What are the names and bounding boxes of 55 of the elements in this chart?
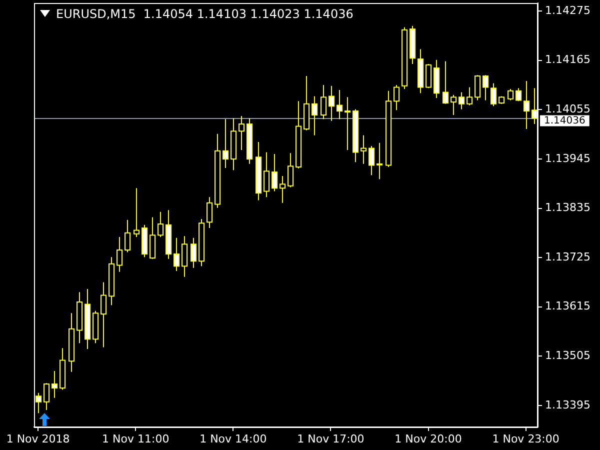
y-tick-label: 1.13725 xyxy=(545,250,590,264)
candlestick xyxy=(280,176,286,204)
candlestick xyxy=(134,188,140,238)
y-tick-label: 1.14055 xyxy=(545,102,590,116)
candlestick xyxy=(222,118,228,168)
candlestick xyxy=(100,282,106,348)
y-tick-label: 1.13945 xyxy=(545,152,590,165)
candlestick xyxy=(238,115,244,151)
y-tick-label: 1.14165 xyxy=(545,53,590,66)
candlestick xyxy=(394,84,400,111)
candlestick xyxy=(328,85,334,122)
candlestick xyxy=(490,82,496,107)
candlestick xyxy=(360,134,366,164)
y-tick-label: 1.13395 xyxy=(545,398,590,412)
candlestick xyxy=(116,236,122,272)
x-tick-label: 1 Nov 20:00 xyxy=(394,432,462,446)
candlestick xyxy=(264,152,270,198)
chart-title: EURUSD,M15 1.14054 1.14103 1.14023 1.14036 xyxy=(56,7,354,21)
candlestick xyxy=(482,74,488,101)
candlestick xyxy=(190,237,196,268)
y-tick-label: 1.13505 xyxy=(545,349,590,362)
candlestick xyxy=(516,88,522,102)
candlestick xyxy=(150,216,156,260)
candlestick xyxy=(312,96,318,136)
candlestick xyxy=(206,196,212,228)
candlestick xyxy=(474,74,480,101)
y-tick-label: 1.13835 xyxy=(545,201,590,214)
candlestick xyxy=(174,237,180,272)
candlestick xyxy=(124,219,130,253)
x-tick-label: 1 Nov 11:00 xyxy=(102,432,170,446)
candlestick xyxy=(368,145,374,176)
candlestick xyxy=(442,60,448,104)
y-tick-label: 1.13615 xyxy=(545,300,590,313)
candlestick xyxy=(344,96,350,151)
x-tick-label: 1 Nov 2018 xyxy=(6,432,70,446)
candlestick xyxy=(320,84,326,120)
candlestick xyxy=(288,152,294,188)
x-tick-label: 1 Nov 14:00 xyxy=(200,432,267,446)
candlestick xyxy=(466,86,472,106)
y-tick-label: 1.14275 xyxy=(545,4,590,17)
candlestick xyxy=(458,92,464,110)
candlestick xyxy=(272,154,278,192)
x-tick-label: 1 Nov 17:00 xyxy=(297,432,364,446)
candlestick xyxy=(376,142,382,180)
candlestick xyxy=(44,382,50,410)
candlestick xyxy=(450,94,456,116)
ref-line-label: 1.14036 xyxy=(544,115,586,126)
x-tick-label: 1 Nov 23:00 xyxy=(492,432,560,446)
candlestick xyxy=(508,88,514,101)
candlestick xyxy=(182,236,188,278)
candlestick xyxy=(158,211,164,238)
candlestick xyxy=(426,63,432,89)
candlestick xyxy=(52,370,58,398)
candlestick xyxy=(524,80,530,130)
candlestick xyxy=(336,89,342,120)
